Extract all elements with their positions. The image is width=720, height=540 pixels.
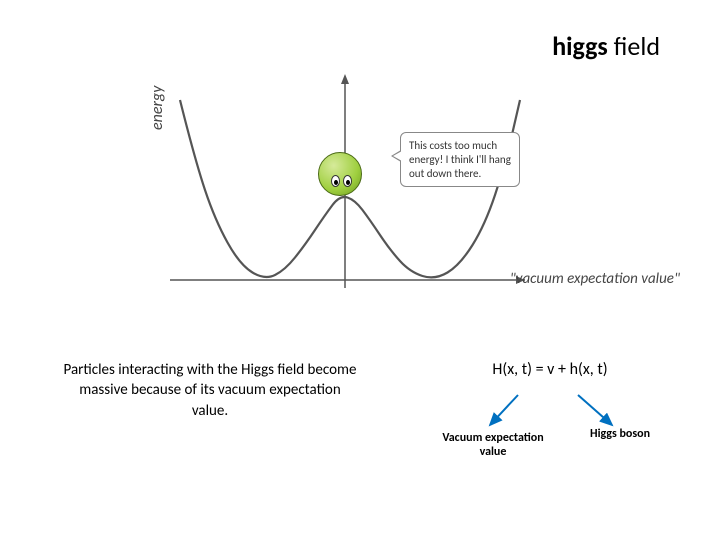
title-bold: higgs bbox=[552, 30, 608, 62]
equation-block: H(x, t) = v + h(x, t) Vacuum expectation… bbox=[420, 360, 680, 467]
higgs-potential-graph: energy "vacuum expectation value" This c… bbox=[160, 70, 530, 310]
ball-eye-right-icon bbox=[343, 175, 352, 187]
speech-bubble: This costs too much energy! I think I'll… bbox=[400, 132, 520, 187]
higgs-equation: H(x, t) = v + h(x, t) bbox=[420, 360, 680, 379]
x-axis-label: "vacuum expectation value" bbox=[510, 270, 680, 288]
page-title: higgs field bbox=[552, 30, 660, 62]
y-axis-label: energy bbox=[148, 86, 167, 130]
speech-bubble-tail-icon bbox=[391, 150, 401, 162]
caption-text: Particles interacting with the Higgs fie… bbox=[60, 360, 360, 421]
title-light: field bbox=[608, 30, 660, 62]
particle-ball-icon bbox=[318, 152, 362, 196]
speech-text: This costs too much energy! I think I'll… bbox=[409, 139, 511, 180]
higgs-boson-label: Higgs boson bbox=[590, 427, 680, 441]
vev-label: Vacuum expectation value bbox=[428, 431, 558, 459]
equation-arrows: Vacuum expectation value Higgs boson bbox=[420, 387, 680, 467]
ball-eye-left-icon bbox=[331, 175, 340, 187]
